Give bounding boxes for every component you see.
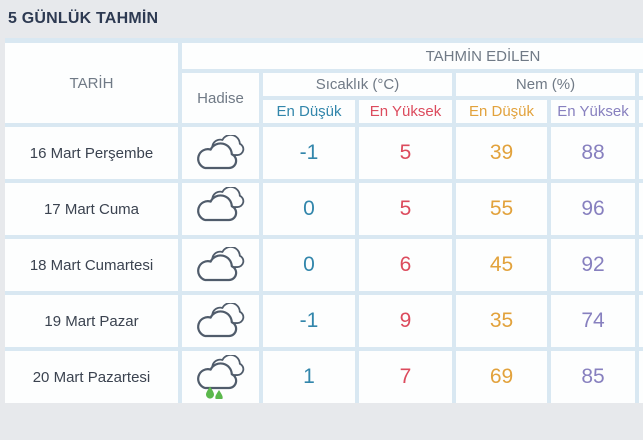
temp-max-cell: 9: [359, 295, 452, 347]
condition-cell: [182, 295, 259, 347]
column-header-condition: Hadise: [182, 73, 259, 123]
cloudy-icon: [193, 243, 249, 287]
cutoff-cell: [639, 351, 643, 403]
subheader-temp-min: En Düşük: [263, 100, 355, 123]
hum-min-cell: 45: [456, 239, 547, 291]
temp-max-cell: 5: [359, 183, 452, 235]
subheader-hum-max: En Yüksek: [551, 100, 635, 123]
hum-max-cell: 92: [551, 239, 635, 291]
temp-min-cell: 1: [263, 351, 355, 403]
subheader-hum-min: En Düşük: [456, 100, 547, 123]
subheader-cutoff: [639, 100, 643, 123]
snow-cloud-icon: [193, 187, 249, 231]
hum-max-cell: 96: [551, 183, 635, 235]
hum-min-cell: 69: [456, 351, 547, 403]
cutoff-cell: [639, 295, 643, 347]
temp-max-cell: 5: [359, 127, 452, 179]
temp-min-cell: 0: [263, 183, 355, 235]
condition-cell: [182, 351, 259, 403]
cutoff-cell: [639, 127, 643, 179]
forecast-table: TARİH TAHMİN EDİLEN Hadise Sıcaklık (°C)…: [5, 38, 643, 403]
subheader-temp-max: En Yüksek: [359, 100, 452, 123]
cutoff-cell: [639, 183, 643, 235]
page-title: 5 GÜNLÜK TAHMİN: [8, 10, 159, 27]
hum-max-cell: 85: [551, 351, 635, 403]
temp-max-cell: 7: [359, 351, 452, 403]
date-cell: 19 Mart Pazar: [5, 295, 178, 347]
hum-max-cell: 74: [551, 295, 635, 347]
raindrops-glyph: [205, 386, 223, 399]
hum-min-cell: 39: [456, 127, 547, 179]
column-header-cutoff: [639, 73, 643, 96]
date-cell: 17 Mart Cuma: [5, 183, 178, 235]
condition-cell: [182, 183, 259, 235]
column-header-humidity: Nem (%): [456, 73, 635, 96]
date-cell: 18 Mart Cumartesi: [5, 239, 178, 291]
condition-cell: [182, 127, 259, 179]
temp-max-cell: 6: [359, 239, 452, 291]
temp-min-cell: 0: [263, 239, 355, 291]
date-cell: 16 Mart Perşembe: [5, 127, 178, 179]
date-cell: 20 Mart Pazartesi: [5, 351, 178, 403]
column-header-temperature: Sıcaklık (°C): [263, 73, 452, 96]
hum-min-cell: 55: [456, 183, 547, 235]
condition-cell: [182, 239, 259, 291]
section-header: 5 GÜNLÜK TAHMİN: [0, 0, 643, 38]
cloudy-icon: [193, 299, 249, 343]
temp-min-cell: -1: [263, 127, 355, 179]
rain-cloud-icon: [193, 355, 249, 399]
temp-min-cell: -1: [263, 295, 355, 347]
column-header-date: TARİH: [5, 43, 178, 123]
cloudy-icon: [193, 131, 249, 175]
hum-min-cell: 35: [456, 295, 547, 347]
column-header-forecast-group: TAHMİN EDİLEN: [182, 43, 643, 69]
hum-max-cell: 88: [551, 127, 635, 179]
cutoff-cell: [639, 239, 643, 291]
